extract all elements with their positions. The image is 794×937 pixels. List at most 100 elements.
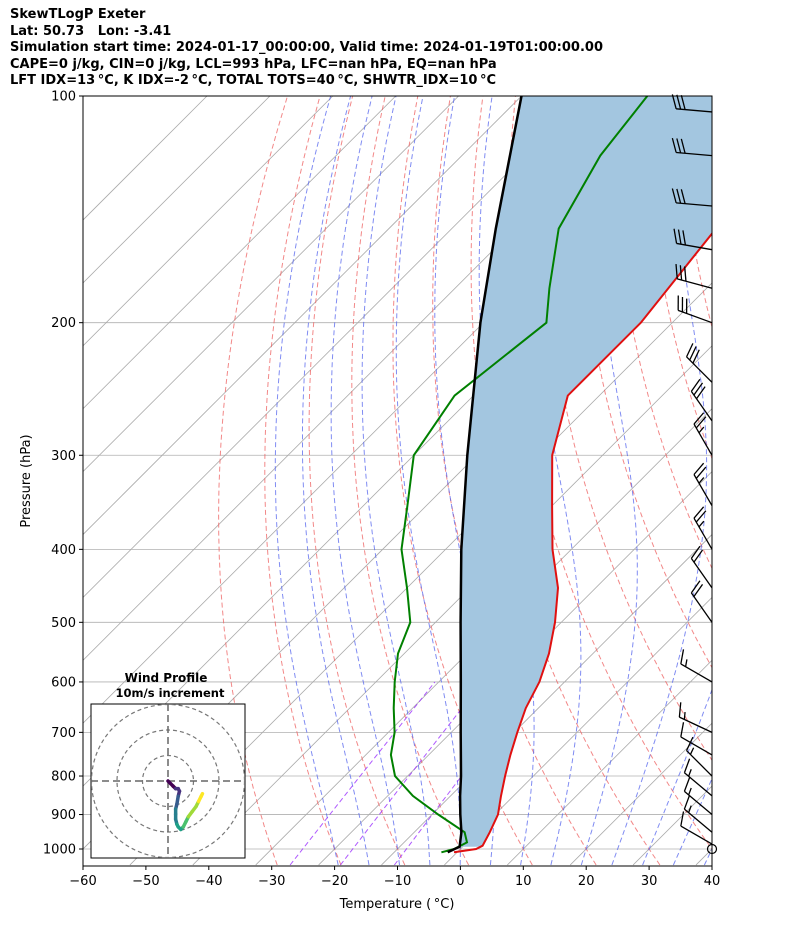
cape-cin-shading: [459, 96, 712, 847]
barb-staff: [676, 202, 713, 207]
moist-adiabat: [274, 96, 339, 866]
barb-flag: [695, 466, 707, 479]
barb-flag: [693, 584, 704, 597]
barb-flag: [695, 386, 706, 400]
moist-adiabat: [703, 847, 712, 866]
y-axis-label: Pressure (hPa): [19, 434, 34, 527]
barb-staff: [693, 517, 713, 550]
barb-staff: [690, 558, 713, 589]
wind-barb: [685, 343, 713, 383]
barb-flag: [685, 736, 694, 751]
dry-adiabat: [578, 96, 712, 669]
barb-flag: [679, 265, 683, 281]
barb-flag: [678, 702, 682, 718]
isotherm-line: [83, 96, 585, 598]
wind-barb: [671, 94, 713, 113]
barb-half: [698, 477, 705, 484]
wind-barb: [680, 811, 713, 845]
wind-barb: [693, 462, 713, 507]
barb-flag: [680, 95, 686, 110]
dry-adiabat: [308, 96, 406, 866]
barb-flag: [690, 378, 701, 392]
barb-flag: [671, 188, 677, 204]
chart-header: SkewTLogP Exeter Lat: 50.73 Lon: -3.41 S…: [10, 7, 603, 90]
wind-barb: [683, 758, 713, 797]
barb-flag: [673, 228, 678, 244]
hodograph-plot: [91, 704, 245, 858]
dry-adiabat: [264, 96, 342, 866]
barb-flag: [684, 266, 687, 282]
barb-half: [698, 520, 705, 528]
isotherm-line: [444, 596, 712, 866]
barb-staff: [690, 592, 713, 623]
y-tick-label: 200: [51, 316, 76, 331]
barb-flag: [680, 722, 685, 738]
barb-flag: [675, 264, 678, 279]
barb-staff: [693, 423, 713, 456]
time-line: Simulation start time: 2024-01-17_00:00:…: [10, 40, 603, 55]
dry-adiabat: [351, 96, 470, 866]
isotherm-line: [83, 96, 396, 410]
dry-adiabat: [392, 96, 533, 866]
moist-adiabat: [302, 96, 370, 866]
barb-flag: [690, 545, 701, 559]
barb-half: [698, 426, 705, 434]
wind-barb: [677, 295, 713, 324]
barb-flag: [690, 580, 701, 594]
hodograph-segment: [199, 792, 205, 799]
barb-staff: [686, 356, 713, 383]
barb-staff: [676, 151, 713, 157]
barb-half: [683, 712, 686, 720]
wind-barb: [671, 137, 713, 157]
barb-staff: [686, 750, 713, 777]
barb-flag: [693, 506, 705, 519]
isotherm-line: [569, 722, 712, 866]
isotherm-line: [83, 96, 459, 473]
barb-flag: [693, 382, 704, 396]
dewpoint-line: [389, 96, 649, 854]
hodograph-title: Wind Profile: [125, 671, 208, 685]
y-tick-label: 1000: [43, 843, 76, 858]
y-tick-label: 700: [51, 726, 76, 741]
barb-half: [688, 787, 692, 796]
barb-staff: [676, 108, 713, 113]
wind-barb: [680, 722, 713, 756]
x-tick-label: −10: [384, 874, 411, 889]
y-tick-label: 400: [51, 543, 76, 558]
dry-adiabat: [744, 96, 794, 865]
dry-adiabat: [776, 96, 794, 865]
barb-flag: [685, 343, 694, 358]
barb-flag: [693, 412, 705, 425]
moist-adiabat: [330, 96, 400, 866]
wind-barb: [673, 228, 713, 251]
temperature-line: [453, 232, 712, 854]
x-tick-label: −60: [69, 874, 96, 889]
barb-half: [689, 747, 695, 755]
x-tick-label: 30: [641, 874, 658, 889]
isotherm-line: [83, 96, 522, 536]
barb-staff: [690, 390, 713, 422]
y-tick-label: 600: [51, 675, 76, 690]
hodograph-subtitle: 10m/s increment: [116, 686, 225, 700]
mixing-ratio-line: [289, 681, 436, 866]
barb-staff: [680, 663, 713, 683]
barb-half: [688, 769, 692, 777]
dry-adiabat: [710, 96, 712, 116]
x-tick-label: −20: [321, 874, 348, 889]
wind-barb: [685, 736, 713, 777]
wind-barb: [675, 264, 713, 289]
barb-flag: [676, 94, 682, 110]
dry-adiabat: [218, 96, 288, 866]
moist-adiabat: [642, 688, 712, 866]
barb-staff: [676, 242, 713, 251]
moist-adiabat: [672, 777, 712, 866]
barb-flag: [683, 794, 691, 810]
barb-flag: [677, 229, 682, 245]
barb-staff: [677, 278, 713, 289]
barb-flag: [671, 94, 677, 109]
x-tick-label: 10: [515, 874, 532, 889]
barb-flag: [695, 510, 707, 523]
x-tick-label: 0: [456, 874, 464, 889]
barb-flag: [693, 462, 705, 475]
